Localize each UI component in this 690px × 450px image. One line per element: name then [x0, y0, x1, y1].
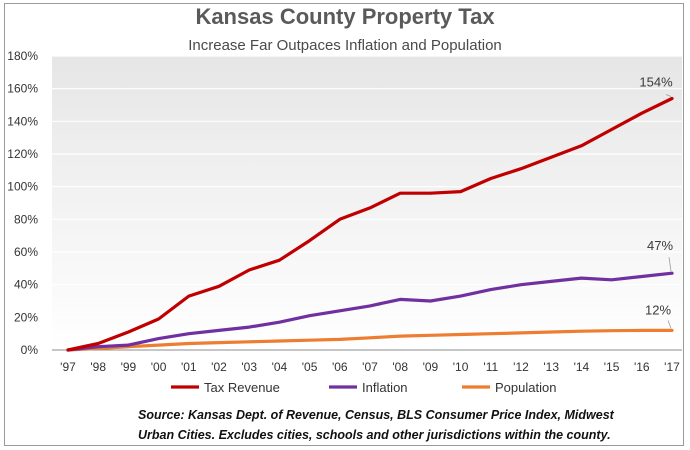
- legend-label: Tax Revenue: [204, 380, 280, 395]
- end-label-leader: [665, 94, 672, 97]
- y-tick-label: 60%: [14, 245, 38, 259]
- end-label: 154%: [639, 74, 673, 89]
- y-tick-label: 20%: [14, 310, 38, 324]
- y-tick-label: 180%: [7, 49, 38, 63]
- plot-area: [52, 56, 682, 350]
- end-label: 12%: [645, 302, 671, 317]
- y-tick-label: 120%: [7, 147, 38, 161]
- gridlines: [52, 55, 682, 351]
- x-tick-label: '97: [60, 360, 76, 374]
- end-label-leader: [668, 257, 672, 272]
- series-group: [66, 96, 674, 352]
- legend: Tax Revenue Inflation Population: [171, 380, 556, 395]
- x-tick-label: '01: [181, 360, 197, 374]
- x-tick-label: '08: [392, 360, 408, 374]
- y-tick-label: 0%: [21, 343, 39, 357]
- x-tick-label: '03: [241, 360, 257, 374]
- y-axis-ticks: 0% 20% 40% 60% 80% 100% 120% 140% 160% 180%: [7, 49, 38, 357]
- x-tick-label: '99: [121, 360, 137, 374]
- source-note-line2: Urban Cities. Excludes cities, schools a…: [138, 428, 611, 442]
- x-tick-label: '07: [362, 360, 378, 374]
- x-tick-label: '09: [423, 360, 439, 374]
- series-line-tax-revenue: [66, 96, 674, 352]
- y-tick-label: 100%: [7, 180, 38, 194]
- legend-label: Population: [495, 380, 556, 395]
- chart-title: Kansas County Property Tax: [195, 4, 495, 29]
- y-tick-label: 160%: [7, 82, 38, 96]
- x-tick-label: '05: [302, 360, 318, 374]
- x-tick-label: '14: [574, 360, 590, 374]
- end-label: 47%: [647, 238, 673, 253]
- x-tick-label: '16: [634, 360, 650, 374]
- x-tick-label: '98: [90, 360, 106, 374]
- y-tick-label: 80%: [14, 212, 38, 226]
- end-labels: 154% 47% 12%: [639, 74, 673, 329]
- chart-subtitle: Increase Far Outpaces Inflation and Popu…: [188, 37, 502, 54]
- end-label-leader: [667, 320, 672, 329]
- x-tick-label: '17: [664, 360, 680, 374]
- legend-label: Inflation: [362, 380, 408, 395]
- x-tick-label: '15: [604, 360, 620, 374]
- x-tick-label: '04: [272, 360, 288, 374]
- x-tick-label: '13: [543, 360, 559, 374]
- x-tick-label: '00: [151, 360, 167, 374]
- series-line-population: [66, 328, 674, 352]
- source-note-line1: Source: Kansas Dept. of Revenue, Census,…: [138, 408, 615, 422]
- series-line-inflation: [66, 271, 674, 352]
- x-tick-label: '02: [211, 360, 227, 374]
- x-tick-label: '11: [483, 360, 498, 374]
- y-tick-label: 140%: [7, 114, 38, 128]
- x-tick-label: '12: [513, 360, 529, 374]
- x-axis-ticks: '97 '98 '99 '00 '01 '02 '03 '04 '05 '06 '07 '08 '09 '…: [60, 360, 680, 374]
- x-tick-label: '10: [453, 360, 469, 374]
- y-tick-label: 40%: [14, 278, 38, 292]
- x-tick-label: '06: [332, 360, 348, 374]
